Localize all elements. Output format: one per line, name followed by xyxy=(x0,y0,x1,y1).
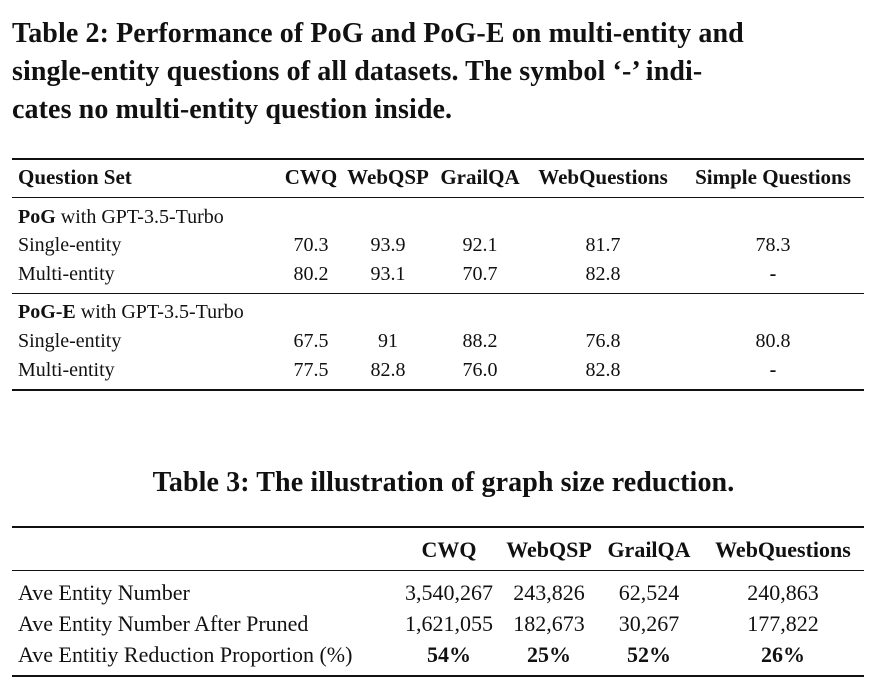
table3-top-rule xyxy=(12,526,864,528)
table2-cell: 93.1 xyxy=(370,263,406,285)
table2-group-pog-model: with GPT-3.5-Turbo xyxy=(55,206,224,228)
table3-row-label: Ave Entitiy Reduction Proportion (%) xyxy=(18,642,353,667)
table2-cell: 92.1 xyxy=(462,234,498,256)
table3-cell: 3,540,267 xyxy=(405,580,493,605)
table2-cell: 70.3 xyxy=(293,234,329,256)
table2-cell: 88.2 xyxy=(462,330,498,352)
table2-cell: 80.8 xyxy=(755,330,791,352)
table2-cell: 91 xyxy=(378,330,398,352)
table2-cell: 80.2 xyxy=(293,263,329,285)
table2-group-pog-label: PoG with GPT-3.5-Turbo xyxy=(18,205,224,229)
table2-group-poge-model: with GPT-3.5-Turbo xyxy=(75,301,244,323)
table2-header-cwq: CWQ xyxy=(284,165,338,189)
table3-header-grailqa: GrailQA xyxy=(607,537,691,562)
table2-caption-line-3: cates no multi-entity question inside. xyxy=(12,94,453,125)
table3-cell: 25% xyxy=(527,642,571,667)
table2-cell: 70.7 xyxy=(462,263,498,285)
table3-header-rule xyxy=(12,570,864,571)
table2-bottom-rule xyxy=(12,389,864,391)
table2-group-poge-label: PoG-E with GPT-3.5-Turbo xyxy=(18,300,244,324)
table2-caption-line-1: Table 2: Performance of PoG and PoG-E on… xyxy=(12,18,744,49)
table3-bottom-rule xyxy=(12,675,864,677)
table2-header-webqsp: WebQSP xyxy=(347,165,429,189)
table2-header-webquestions: WebQuestions xyxy=(538,165,668,189)
table2-cell: 82.8 xyxy=(370,359,406,381)
table2-header-simple-questions: Simple Questions xyxy=(695,165,851,189)
table2-group-pog-name: PoG xyxy=(18,206,56,228)
table2-header-rule xyxy=(12,197,864,198)
table3-header-cwq: CWQ xyxy=(421,537,477,562)
table3-row-label: Ave Entity Number After Pruned xyxy=(18,611,309,636)
table2-cell: 76.0 xyxy=(462,359,498,381)
table2-cell: 82.8 xyxy=(585,359,621,381)
table3-row-label: Ave Entity Number xyxy=(18,580,190,605)
table2-cell: 77.5 xyxy=(293,359,329,381)
table2-cell: 82.8 xyxy=(585,263,621,285)
table2-cell: - xyxy=(769,359,777,381)
table3-cell: 177,822 xyxy=(747,611,819,636)
table3-cell: 30,267 xyxy=(618,611,680,636)
table2-top-rule xyxy=(12,158,864,160)
table3-header-webquestions: WebQuestions xyxy=(715,537,851,562)
table2-row-label: Single-entity xyxy=(18,234,122,256)
table2-caption-line-2: single-entity questions of all datasets.… xyxy=(12,56,703,87)
table3-cell: 1,621,055 xyxy=(405,611,493,636)
table2-cell: 81.7 xyxy=(585,234,621,256)
table2-row-label: Multi-entity xyxy=(18,359,115,381)
table3-caption: Table 3: The illustration of graph size … xyxy=(152,467,735,498)
table2-cell: 78.3 xyxy=(755,234,791,256)
table3-cell: 182,673 xyxy=(513,611,585,636)
table3-header-webqsp: WebQSP xyxy=(506,537,592,562)
table3-cell: 62,524 xyxy=(618,580,680,605)
table2-row-label: Single-entity xyxy=(18,330,122,352)
table2-group-poge-name: PoG-E xyxy=(18,301,76,323)
table2-group-rule xyxy=(12,293,864,294)
table3-cell: 243,826 xyxy=(513,580,585,605)
table2-caption: Table 2: Performance of PoG and PoG-E on… xyxy=(12,15,882,129)
table3-cell: 240,863 xyxy=(747,580,819,605)
table2-cell: 76.8 xyxy=(585,330,621,352)
table3-cell: 54% xyxy=(427,642,471,667)
table3-cell: 52% xyxy=(627,642,671,667)
table2-header-question-set: Question Set xyxy=(18,165,132,189)
table2-cell: 93.9 xyxy=(370,234,406,256)
table2-cell: 67.5 xyxy=(293,330,329,352)
table3-cell: 26% xyxy=(761,642,805,667)
table2-row-label: Multi-entity xyxy=(18,263,115,285)
table2-header-grailqa: GrailQA xyxy=(440,165,520,189)
table2-cell: - xyxy=(769,263,777,285)
